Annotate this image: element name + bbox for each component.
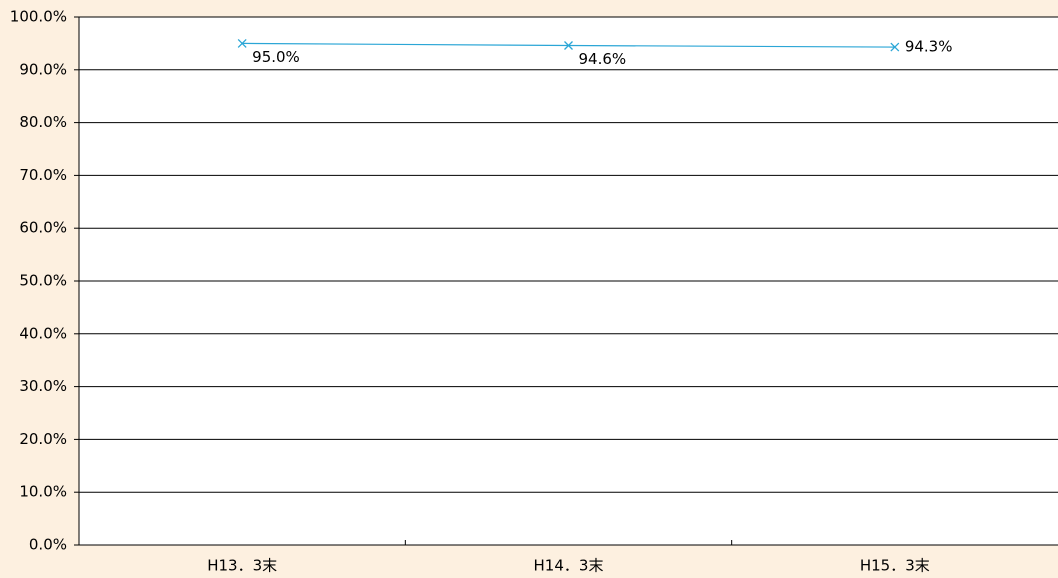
y-tick-label: 100.0% bbox=[10, 8, 67, 26]
y-tick-label: 20.0% bbox=[19, 430, 67, 448]
y-tick-label: 90.0% bbox=[19, 60, 67, 78]
y-tick-label: 50.0% bbox=[19, 272, 67, 290]
marker bbox=[564, 41, 573, 50]
x-tick-label: H14．3末 bbox=[534, 557, 604, 575]
data-label: 94.6% bbox=[579, 50, 627, 68]
y-tick-label: 70.0% bbox=[19, 166, 67, 184]
data-label: 95.0% bbox=[252, 48, 300, 66]
y-tick-label: 60.0% bbox=[19, 219, 67, 237]
y-tick-label: 80.0% bbox=[19, 113, 67, 131]
y-tick-label: 10.0% bbox=[19, 483, 67, 501]
y-tick-label: 30.0% bbox=[19, 377, 67, 395]
data-label: 94.3% bbox=[905, 38, 953, 56]
x-tick-label: H13．3末 bbox=[207, 557, 277, 575]
marker bbox=[890, 42, 900, 52]
y-tick-label: 0.0% bbox=[29, 536, 67, 554]
x-tick-label: H15．3末 bbox=[860, 557, 930, 575]
y-tick-label: 40.0% bbox=[19, 324, 67, 342]
marker bbox=[237, 38, 247, 48]
